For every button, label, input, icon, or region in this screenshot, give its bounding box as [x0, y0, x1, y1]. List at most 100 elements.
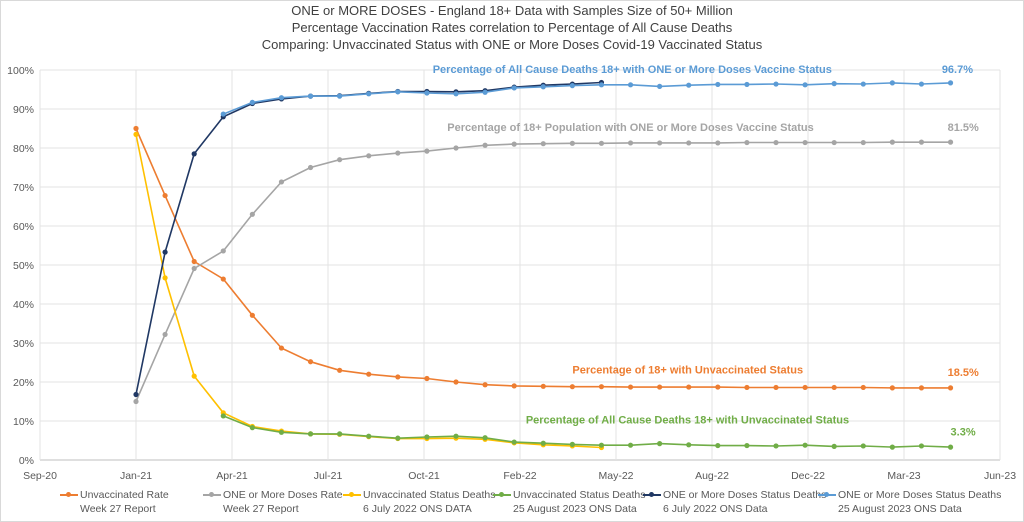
x-tick-label: Apr-21	[216, 470, 248, 482]
x-tick-label: Jun-23	[984, 470, 1016, 482]
annotation-label: Percentage of 18+ with Unvaccinated Stat…	[572, 364, 803, 376]
data-point	[278, 345, 285, 351]
data-point	[831, 443, 837, 449]
data-point	[366, 433, 372, 439]
data-point	[249, 312, 255, 318]
legend-item: ONE or More Doses Rate Week 27 Report	[203, 488, 343, 516]
data-point	[860, 81, 866, 87]
annotation-label: 81.5%	[948, 122, 979, 134]
legend-label: Unvaccinated Rate	[80, 489, 169, 501]
legend-sublabel: Week 27 Report	[223, 503, 299, 515]
data-point	[395, 374, 401, 380]
gridlines	[39, 69, 1001, 461]
data-point	[569, 384, 575, 390]
data-point	[657, 140, 663, 146]
y-tick-label: 90%	[13, 104, 34, 116]
annotation-label: Percentage of All Cause Deaths 18+ with …	[433, 64, 832, 76]
data-point	[133, 125, 139, 132]
data-point	[918, 443, 925, 449]
data-point	[802, 442, 808, 448]
x-tick-label: Oct-21	[408, 470, 440, 482]
series-line	[135, 134, 602, 449]
data-point	[482, 89, 488, 95]
data-point	[133, 391, 139, 398]
y-axis-ticks: 0% 10% 20% 30% 40% 50% 60% 70% 80% 90% 100%	[7, 65, 34, 467]
data-point	[424, 375, 430, 382]
data-point	[220, 248, 226, 254]
data-point	[278, 179, 285, 185]
data-point	[424, 434, 430, 440]
data-point	[889, 444, 895, 450]
x-tick-label: Jul-21	[314, 470, 343, 482]
data-point	[395, 435, 401, 441]
legend-line-marker-icon	[343, 492, 361, 497]
x-tick-label: Feb-22	[503, 470, 536, 482]
data-point	[482, 435, 488, 441]
y-tick-label: 40%	[13, 299, 34, 311]
data-point	[540, 440, 546, 446]
data-point	[366, 371, 372, 377]
annotation-label: Percentage of All Cause Deaths 18+ with …	[526, 415, 849, 427]
data-point	[947, 80, 954, 86]
data-point	[598, 384, 605, 390]
y-tick-label: 80%	[13, 143, 34, 155]
y-tick-label: 70%	[13, 182, 34, 194]
data-point	[918, 81, 925, 87]
legend-line-marker-icon	[60, 492, 78, 497]
data-point	[249, 99, 255, 105]
data-point	[744, 384, 750, 391]
data-point	[918, 139, 925, 145]
legend-item: ONE or More Doses Status Deaths 25 August…	[818, 488, 1001, 516]
x-tick-label: Sep-20	[23, 470, 57, 482]
data-point	[366, 91, 372, 97]
x-axis-ticks: Sep-20 Jan-21 Apr-21 Jul-21 Oct-21 Feb-22 May-…	[23, 470, 1016, 482]
data-point	[162, 331, 168, 338]
data-point	[598, 442, 605, 448]
legend-label: ONE or More Doses Rate	[223, 489, 343, 501]
data-point	[831, 81, 837, 87]
legend-line-marker-icon	[818, 492, 836, 497]
series-line	[135, 128, 951, 389]
data-point	[860, 384, 866, 391]
data-point	[773, 384, 779, 391]
annotations-layer: Percentage of All Cause Deaths 18+ with …	[433, 64, 979, 438]
data-point	[598, 140, 605, 146]
data-point	[744, 81, 750, 88]
data-point	[686, 82, 692, 88]
data-point	[395, 150, 401, 156]
legend-line-marker-icon	[643, 492, 661, 497]
data-point	[453, 145, 459, 151]
data-point	[249, 211, 255, 217]
series-line	[135, 141, 951, 402]
data-point	[307, 93, 314, 99]
legend-line-marker-icon	[203, 492, 221, 497]
y-tick-label: 50%	[13, 260, 34, 272]
data-point	[278, 429, 285, 435]
data-point	[191, 373, 197, 379]
x-tick-label: Aug-22	[695, 470, 729, 482]
data-point	[569, 83, 575, 89]
data-point	[511, 141, 517, 147]
data-point	[715, 81, 721, 88]
data-point	[947, 444, 954, 450]
series-5	[220, 80, 954, 117]
data-point	[133, 398, 139, 405]
data-point	[802, 82, 808, 88]
data-point	[424, 90, 430, 96]
data-point	[657, 441, 663, 447]
data-point	[831, 139, 837, 146]
data-point	[337, 431, 343, 437]
data-point	[220, 111, 226, 117]
y-tick-label: 0%	[19, 455, 34, 467]
legend-label: Unvaccinated Status Deaths	[363, 489, 496, 501]
data-point	[715, 140, 721, 146]
data-point	[715, 442, 721, 449]
data-point	[453, 379, 459, 385]
legend-sublabel: Week 27 Report	[80, 503, 156, 515]
data-point	[366, 153, 372, 159]
data-point	[889, 80, 895, 86]
data-point	[307, 359, 314, 365]
data-point	[395, 89, 401, 95]
legend-label: Unvaccinated Status Deaths	[513, 489, 646, 501]
data-point	[453, 91, 459, 97]
